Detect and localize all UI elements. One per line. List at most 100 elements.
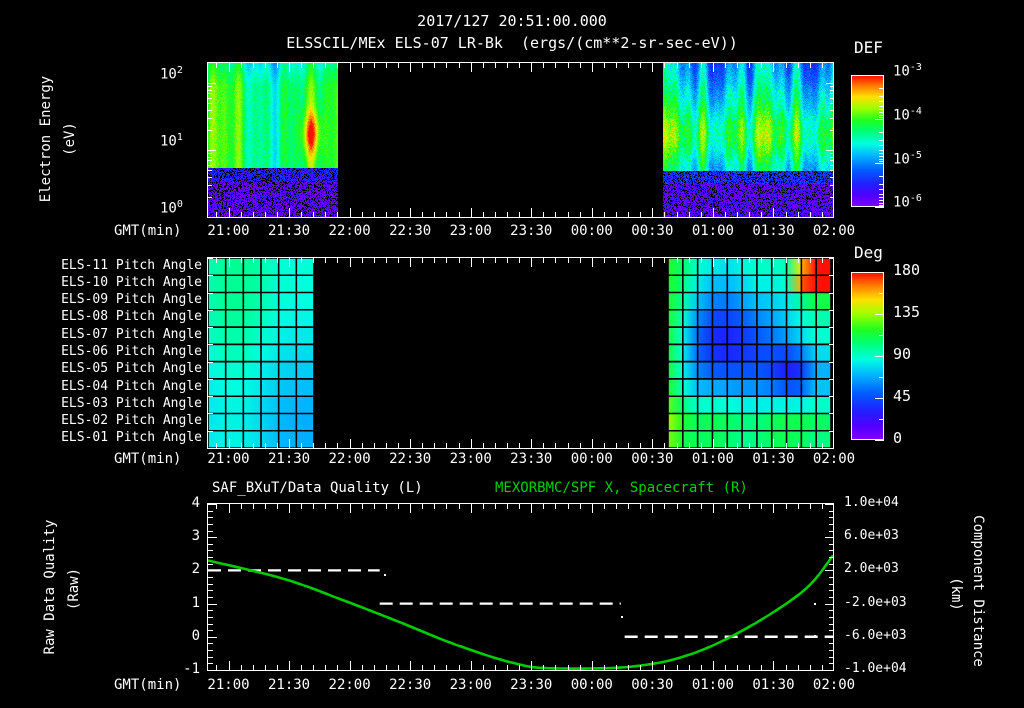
def-tick-1e-4-base: 10 bbox=[893, 107, 910, 124]
mid-xaxis-label: GMT(min) bbox=[114, 451, 182, 467]
top-xtick-0200: 02:00 bbox=[812, 223, 856, 239]
figure-title-datetime: 2017/127 20:51:00.000 bbox=[417, 12, 607, 30]
bottom-ytick-right-4: -6.0e+03 bbox=[844, 627, 907, 643]
deg-colorbar-gradient bbox=[852, 273, 883, 439]
bottom-ytick-right-2: 2.0e+03 bbox=[844, 561, 899, 577]
electron-energy-spectrogram-panel[interactable] bbox=[207, 62, 834, 218]
bottom-xtick-0130: 01:30 bbox=[752, 677, 795, 693]
def-tick-1e-3-base: 10 bbox=[893, 63, 910, 80]
bottom-xtick-2200: 22:00 bbox=[328, 677, 371, 693]
top-xtick-0000: 00:00 bbox=[570, 223, 613, 239]
bottom-xtick-0100: 01:00 bbox=[691, 677, 734, 693]
pitch-angle-row-label-11: ELS-11 Pitch Angle bbox=[61, 257, 202, 273]
top-panel-ylabel-line1: Electron Energy bbox=[38, 75, 54, 203]
bottom-xtick-2230: 22:30 bbox=[389, 677, 432, 693]
bottom-ytick-left-4: 4 bbox=[191, 495, 200, 511]
bottom-ytick-left--1: -1 bbox=[183, 661, 200, 677]
mid-xtick-2130: 21:30 bbox=[267, 451, 311, 467]
bottom-xtick-2100: 21:00 bbox=[207, 677, 250, 693]
bottom-xaxis-label: GMT(min) bbox=[114, 677, 182, 693]
def-tick-1e-4: 10-4 bbox=[893, 107, 922, 123]
pitch-angle-row-label-01: ELS-01 Pitch Angle bbox=[61, 430, 202, 446]
top-ytick-1e2: 102 bbox=[160, 66, 183, 82]
def-colorbar-title: DEF bbox=[854, 38, 883, 57]
def-colorbar[interactable] bbox=[851, 75, 884, 207]
top-xtick-2230: 22:30 bbox=[389, 223, 432, 239]
def-tick-1e-6-exp: -6 bbox=[909, 193, 922, 204]
top-ytick-1e0-exp: 0 bbox=[176, 199, 183, 210]
top-ytick-1e0: 100 bbox=[160, 200, 183, 216]
bottom-xtick-2330: 23:30 bbox=[510, 677, 553, 693]
top-xtick-0130: 01:30 bbox=[752, 223, 795, 239]
bottom-panel-yunits-right: (km) bbox=[944, 565, 968, 625]
bottom-ylabel-left-line2: (Raw) bbox=[66, 567, 82, 611]
deg-tick-0: 0 bbox=[893, 429, 903, 447]
bottom-ylabel-right-line1: Component Distance bbox=[970, 515, 986, 667]
deg-colorbar-tick bbox=[875, 440, 884, 441]
top-ytick-1e1: 101 bbox=[160, 133, 183, 149]
top-ytick-1e2-exp: 2 bbox=[176, 65, 183, 76]
bottom-panel-title-right: MEXORBMC/SPF X, Spacecraft (R) bbox=[495, 480, 748, 496]
mid-xtick-0030: 00:30 bbox=[631, 451, 674, 467]
def-tick-1e-4-exp: -4 bbox=[909, 106, 922, 117]
mid-xtick-2330: 23:30 bbox=[510, 451, 553, 467]
pitch-angle-row-label-08: ELS-08 Pitch Angle bbox=[61, 309, 202, 325]
top-xtick-2330: 23:30 bbox=[510, 223, 553, 239]
bottom-xtick-0030: 00:30 bbox=[631, 677, 674, 693]
pitch-angle-row-label-03: ELS-03 Pitch Angle bbox=[61, 395, 202, 411]
pitch-angle-panel[interactable] bbox=[207, 257, 834, 449]
bottom-ytick-left-0: 0 bbox=[191, 627, 200, 644]
top-ytick-1e1-base: 10 bbox=[160, 133, 177, 150]
deg-colorbar[interactable] bbox=[851, 272, 884, 440]
mid-xtick-2200: 22:00 bbox=[328, 451, 371, 467]
bottom-panel-title-left: SAF_BXuT/Data Quality (L) bbox=[212, 480, 423, 496]
bottom-ytick-right-1: 6.0e+03 bbox=[844, 528, 899, 544]
top-xtick-2100: 21:00 bbox=[207, 223, 250, 239]
top-xtick-2200: 22:00 bbox=[328, 223, 371, 239]
mid-xtick-0200: 02:00 bbox=[812, 451, 856, 467]
bottom-xtick-2300: 23:00 bbox=[449, 677, 492, 693]
def-tick-1e-3: 10-3 bbox=[893, 63, 922, 79]
pitch-angle-row-label-05: ELS-05 Pitch Angle bbox=[61, 361, 202, 377]
def-tick-1e-5-exp: -5 bbox=[909, 150, 922, 161]
pitch-angle-row-label-07: ELS-07 Pitch Angle bbox=[61, 326, 202, 342]
top-panel-ylabel-line2: (eV) bbox=[62, 122, 78, 156]
bottom-ytick-left-3: 3 bbox=[191, 528, 200, 545]
top-ytick-1e1-exp: 1 bbox=[176, 132, 183, 143]
bottom-xtick-2130: 21:30 bbox=[267, 677, 311, 693]
top-ytick-1e2-base: 10 bbox=[160, 66, 177, 83]
top-xtick-0030: 00:30 bbox=[631, 223, 674, 239]
pitch-angle-row-label-09: ELS-09 Pitch Angle bbox=[61, 292, 202, 308]
data-quality-distance-panel[interactable] bbox=[207, 503, 834, 671]
bottom-ytick-right-3: -2.0e+03 bbox=[844, 594, 907, 610]
bottom-ylabel-left-line1: Raw Data Quality bbox=[42, 519, 58, 655]
deg-tick-135: 135 bbox=[893, 303, 921, 321]
top-xaxis-label: GMT(min) bbox=[114, 223, 182, 239]
pitch-angle-row-label-04: ELS-04 Pitch Angle bbox=[61, 378, 202, 394]
mid-xtick-0100: 01:00 bbox=[691, 451, 734, 467]
pitch-angle-row-label-02: ELS-02 Pitch Angle bbox=[61, 413, 202, 429]
bottom-ytick-right-0: 1.0e+04 bbox=[844, 495, 899, 510]
bottom-ytick-left-2: 2 bbox=[191, 561, 200, 578]
def-tick-1e-3-exp: -3 bbox=[909, 62, 922, 73]
bottom-ylabel-right-line2: (km) bbox=[948, 577, 964, 611]
def-colorbar-tick bbox=[875, 207, 884, 208]
top-xtick-2300: 23:00 bbox=[449, 223, 492, 239]
bottom-ytick-left-1: 1 bbox=[191, 594, 200, 611]
top-panel-ylabel: Electron Energy bbox=[34, 60, 58, 220]
mid-xtick-0130: 01:30 bbox=[752, 451, 795, 467]
mid-xtick-0000: 00:00 bbox=[570, 451, 613, 467]
mid-xtick-2300: 23:00 bbox=[449, 451, 492, 467]
def-tick-1e-6: 10-6 bbox=[893, 194, 922, 210]
mid-xtick-2100: 21:00 bbox=[207, 451, 250, 467]
def-tick-1e-5: 10-5 bbox=[893, 151, 922, 167]
pitch-angle-row-label-06: ELS-06 Pitch Angle bbox=[61, 344, 202, 359]
def-colorbar-gradient bbox=[852, 76, 883, 206]
def-tick-1e-6-base: 10 bbox=[893, 194, 910, 211]
mid-xtick-2230: 22:30 bbox=[389, 451, 432, 467]
bottom-panel-ylabel-right: Component Distance bbox=[966, 500, 990, 680]
bottom-ytick-right-5: -1.0e+04 bbox=[844, 661, 907, 676]
deg-tick-90: 90 bbox=[893, 345, 912, 363]
pitch-angle-row-label-10: ELS-10 Pitch Angle bbox=[61, 274, 202, 290]
